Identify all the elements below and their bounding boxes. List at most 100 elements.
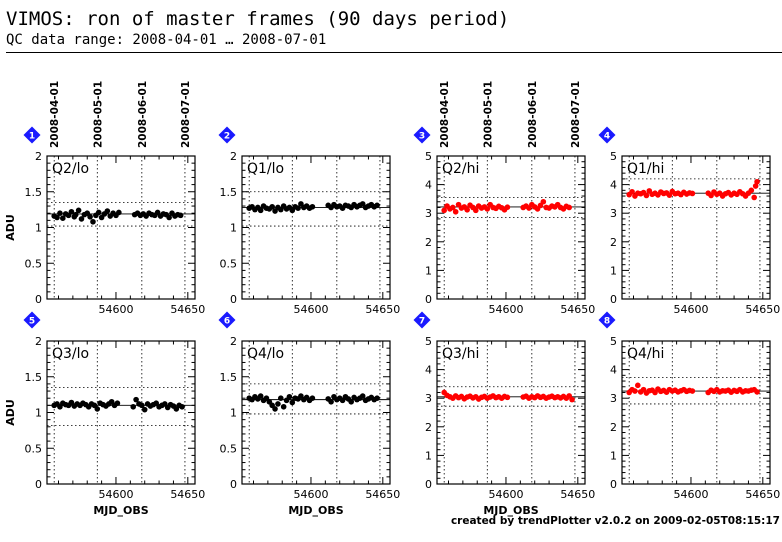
data-point bbox=[179, 403, 185, 410]
footer-credit: created by trendPlotter v2.0.2 on 2009-0… bbox=[450, 515, 780, 527]
panel-badge-icon bbox=[598, 311, 616, 329]
data-point bbox=[754, 389, 760, 395]
plot-frame bbox=[46, 340, 196, 485]
x-tick-label: 54650 bbox=[365, 303, 400, 316]
title-divider bbox=[6, 52, 782, 53]
panel-label: Q1/lo bbox=[247, 161, 284, 177]
panel-8: 0 1 2 3 4 5 54600 54650 Q4/hi 8 bbox=[598, 311, 780, 501]
y-tick-label: 1.5 bbox=[220, 371, 238, 384]
top-date-label: 2008-07-01 bbox=[180, 81, 192, 148]
data-point bbox=[374, 395, 380, 402]
data-point bbox=[348, 398, 355, 405]
data-point bbox=[177, 212, 184, 219]
data-point bbox=[295, 205, 301, 211]
data-point bbox=[72, 211, 79, 218]
y-tick-label: 5 bbox=[425, 335, 432, 348]
x-tick-label: 54600 bbox=[293, 488, 328, 501]
panel-badge-number: 4 bbox=[604, 132, 610, 142]
data-point bbox=[309, 395, 316, 402]
data-point bbox=[359, 393, 366, 399]
page-subtitle: QC data range: 2008-04-01 … 2008-07-01 bbox=[6, 32, 327, 48]
panel-3: 0 1 2 3 4 5 54600 54650 Q2/hi 3 2008-04-01 2008-05-… bbox=[413, 81, 595, 316]
x-axis-label: MJD_OBS bbox=[93, 504, 148, 517]
y-tick-label: 0.5 bbox=[25, 257, 43, 270]
top-date-label: 2008-05-01 bbox=[482, 81, 494, 148]
y-tick-label: 0 bbox=[425, 293, 432, 306]
data-point bbox=[754, 178, 760, 185]
x-tick-label: 54650 bbox=[170, 303, 205, 316]
panel-badge-number: 5 bbox=[29, 317, 35, 327]
y-axis-label: ADU bbox=[4, 214, 17, 241]
y-tick-label: 2 bbox=[610, 236, 617, 249]
y-axis-label: ADU bbox=[4, 399, 17, 426]
plot-frame bbox=[46, 155, 196, 300]
y-tick-label: 2 bbox=[610, 421, 617, 434]
data-point bbox=[689, 388, 696, 394]
y-tick-label: 4 bbox=[610, 364, 617, 377]
data-point bbox=[752, 183, 759, 189]
panel-label: Q3/hi bbox=[442, 346, 479, 362]
y-tick-label: 0 bbox=[230, 478, 237, 491]
data-point bbox=[280, 403, 287, 410]
data-point bbox=[472, 207, 479, 214]
data-point bbox=[141, 406, 148, 413]
y-tick-label: 5 bbox=[610, 335, 617, 348]
y-tick-label: 0 bbox=[610, 293, 617, 306]
data-point bbox=[751, 194, 757, 201]
y-tick-label: 0 bbox=[35, 293, 42, 306]
data-point bbox=[748, 187, 755, 194]
panel-badge-icon bbox=[218, 126, 236, 144]
data-point bbox=[90, 218, 96, 225]
data-point bbox=[104, 208, 111, 214]
top-date-label: 2008-06-01 bbox=[137, 81, 149, 148]
data-point bbox=[289, 399, 296, 406]
data-point bbox=[566, 204, 572, 211]
top-date-label: 2008-07-01 bbox=[570, 81, 582, 148]
y-tick-label: 1 bbox=[230, 407, 237, 420]
panel-label: Q2/lo bbox=[52, 161, 89, 177]
y-tick-label: 3 bbox=[610, 207, 617, 220]
x-tick-label: 54650 bbox=[745, 303, 780, 316]
data-point bbox=[540, 198, 547, 205]
x-tick-label: 54650 bbox=[170, 488, 205, 501]
y-tick-label: 2 bbox=[230, 150, 237, 163]
data-point bbox=[452, 208, 459, 215]
y-tick-label: 1 bbox=[35, 222, 42, 235]
x-tick-label: 54600 bbox=[293, 303, 328, 316]
plot-frame bbox=[621, 155, 771, 300]
panel-badge-icon bbox=[413, 311, 431, 329]
panel-label: Q2/hi bbox=[442, 161, 479, 177]
y-tick-label: 0 bbox=[610, 478, 617, 491]
plot-frame bbox=[621, 340, 771, 485]
y-tick-label: 1 bbox=[425, 449, 432, 462]
plot-frame bbox=[436, 340, 586, 485]
data-point bbox=[257, 207, 264, 214]
data-point bbox=[272, 406, 278, 412]
panel-badge-number: 8 bbox=[604, 317, 610, 327]
y-tick-label: 4 bbox=[425, 364, 432, 377]
panel-7: 0 1 2 3 4 5 54600 54650 Q3/hi 7 MJD_OBS bbox=[413, 311, 595, 517]
data-point bbox=[78, 216, 85, 222]
data-point bbox=[450, 204, 456, 211]
y-tick-label: 4 bbox=[610, 179, 617, 192]
data-point bbox=[689, 190, 696, 197]
y-tick-label: 5 bbox=[610, 150, 617, 163]
panel-6: 0 0.5 1 1.5 2 54600 54650 Q4/lo 6 MJD_OBS bbox=[218, 311, 400, 517]
data-point bbox=[374, 202, 380, 209]
top-date-label: 2008-06-01 bbox=[527, 81, 539, 148]
data-point bbox=[57, 210, 63, 216]
data-point bbox=[130, 403, 137, 410]
data-point bbox=[75, 207, 82, 214]
plot-frame bbox=[436, 155, 586, 300]
data-point bbox=[257, 393, 264, 399]
y-tick-label: 1 bbox=[610, 264, 617, 277]
top-date-label: 2008-04-01 bbox=[49, 81, 61, 148]
data-point bbox=[504, 204, 511, 210]
x-axis-label: MJD_OBS bbox=[288, 504, 343, 517]
data-point bbox=[632, 388, 638, 394]
y-tick-label: 0 bbox=[425, 478, 432, 491]
y-tick-label: 1.5 bbox=[25, 371, 43, 384]
plot-frame bbox=[241, 155, 391, 300]
panel-label: Q4/hi bbox=[627, 346, 664, 362]
data-point bbox=[464, 206, 470, 213]
